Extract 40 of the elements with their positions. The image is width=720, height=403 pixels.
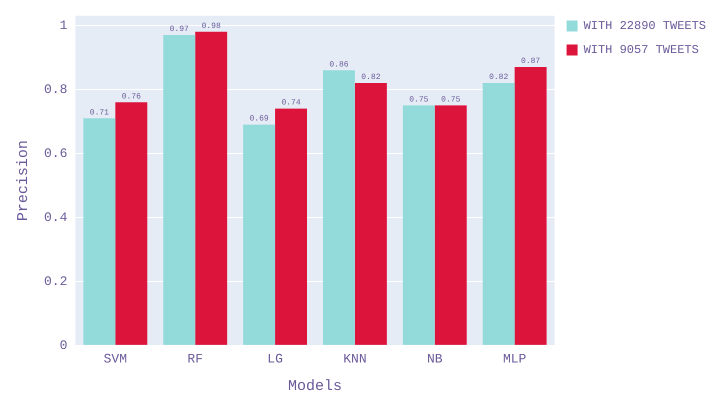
x-tick-label: MLP	[502, 352, 527, 367]
y-axis-title: Precision	[14, 140, 32, 222]
data-label: 0.82	[361, 73, 381, 82]
y-tick-label: 0.4	[44, 210, 68, 225]
data-label: 0.76	[122, 92, 142, 102]
bar	[83, 118, 116, 345]
bar	[434, 105, 467, 345]
x-tick-label: KNN	[343, 352, 367, 367]
legend-label: WITH 9057 TWEETS	[584, 43, 699, 58]
x-tick-label: RF	[187, 352, 204, 367]
y-tick-label: 0.8	[44, 82, 68, 97]
bar	[275, 108, 308, 345]
y-tick-label: 0.6	[44, 146, 68, 161]
x-tick-label: SVM	[104, 352, 128, 367]
data-label: 0.87	[521, 57, 540, 66]
bar	[163, 35, 196, 345]
bar	[402, 105, 435, 345]
data-label: 0.97	[170, 25, 190, 34]
y-tick-label: 0.2	[44, 274, 68, 289]
data-label: 0.86	[329, 60, 349, 70]
x-axis-title: Models	[288, 378, 342, 395]
data-label: 0.82	[489, 73, 508, 82]
y-tick-label: 1	[60, 18, 68, 33]
bar	[322, 70, 355, 345]
legend-label: WITH 22890 TWEETS	[584, 19, 706, 34]
bar	[514, 67, 547, 345]
bar	[243, 124, 276, 345]
bar	[482, 83, 515, 345]
bar	[195, 32, 228, 345]
y-tick-label: 0	[60, 338, 68, 353]
data-label: 0.98	[202, 22, 221, 31]
data-label: 0.69	[249, 114, 269, 124]
x-tick-label: LG	[267, 352, 283, 367]
data-label: 0.75	[409, 96, 429, 105]
x-tick-label: NB	[426, 352, 443, 367]
bar	[115, 102, 148, 345]
data-label: 0.74	[281, 98, 301, 108]
data-label: 0.75	[441, 96, 461, 105]
data-label: 0.71	[90, 108, 110, 118]
bar	[354, 83, 387, 345]
